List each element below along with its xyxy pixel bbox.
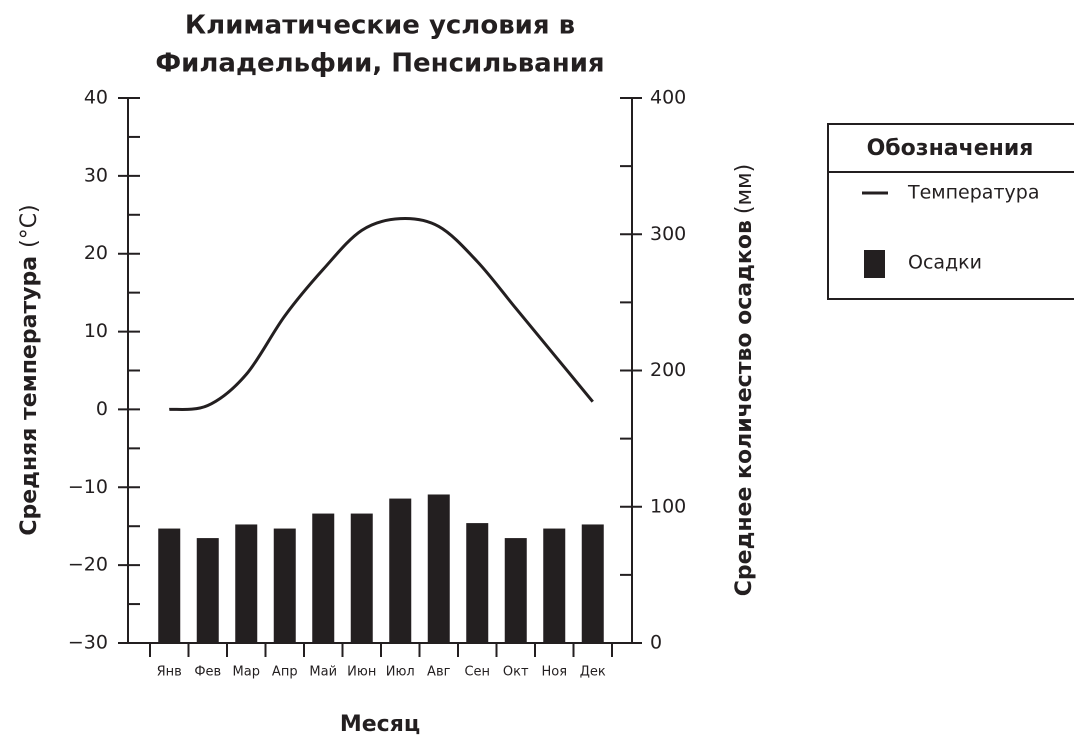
x-tick-label: Июл xyxy=(386,665,415,680)
y2-axis-title-text: Среднее количество осадков xyxy=(732,220,757,596)
bar xyxy=(466,523,489,643)
y-tick-label: −10 xyxy=(68,476,108,498)
y-axis-title: Средняя температура (°C) xyxy=(17,204,42,535)
x-tick-label: Апр xyxy=(272,665,298,680)
y2-tick-label: 300 xyxy=(650,223,686,245)
y-tick-label: 10 xyxy=(84,320,108,342)
y-tick-label: 40 xyxy=(84,87,108,109)
bar xyxy=(273,528,296,643)
bar xyxy=(504,538,527,643)
bar xyxy=(196,538,219,643)
chart-title: Филадельфии, Пенсильвания xyxy=(155,49,604,79)
y-tick-label: −30 xyxy=(68,632,108,654)
bar xyxy=(235,524,258,643)
y2-axis-unit: (мм) xyxy=(732,164,757,214)
legend-label: Температура xyxy=(907,182,1039,204)
y-axis-title-text: Средняя температура xyxy=(17,256,42,536)
y-tick-label: 0 xyxy=(96,398,108,420)
legend-title: Обозначения xyxy=(867,136,1034,161)
x-tick-label: Сен xyxy=(464,665,490,680)
chart-title: Климатические условия в xyxy=(185,11,575,41)
legend-swatch xyxy=(864,250,885,278)
temperature-line xyxy=(169,217,594,411)
bar xyxy=(427,494,450,643)
x-tick-label: Авг xyxy=(427,665,451,680)
bar xyxy=(158,528,181,643)
x-tick-label: Июн xyxy=(347,665,376,680)
y2-tick-label: 200 xyxy=(650,359,686,381)
bar xyxy=(581,524,604,643)
y-tick-label: 20 xyxy=(84,242,108,264)
x-tick-label: Янв xyxy=(157,665,182,680)
y-axis-unit: (°C) xyxy=(17,204,42,248)
x-tick-label: Дек xyxy=(580,665,606,680)
y2-tick-label: 400 xyxy=(650,87,686,109)
y-tick-label: −20 xyxy=(68,554,108,576)
bar xyxy=(312,513,335,643)
x-tick-label: Ноя xyxy=(541,665,567,680)
x-tick-label: Фев xyxy=(194,665,221,680)
y2-tick-label: 100 xyxy=(650,495,686,517)
bar xyxy=(543,528,566,643)
bar xyxy=(350,513,373,643)
x-tick-label: Окт xyxy=(503,665,529,680)
x-tick-label: Май xyxy=(309,665,337,680)
y-tick-label: 30 xyxy=(84,164,108,186)
y2-tick-label: 0 xyxy=(650,632,662,654)
x-axis-title: Месяц xyxy=(340,712,420,737)
legend-label: Осадки xyxy=(908,252,982,274)
legend-box xyxy=(827,123,1074,300)
bar xyxy=(389,498,412,643)
x-tick-label: Мар xyxy=(233,665,260,680)
y2-axis-title: Среднее количество осадков (мм) xyxy=(732,164,757,596)
